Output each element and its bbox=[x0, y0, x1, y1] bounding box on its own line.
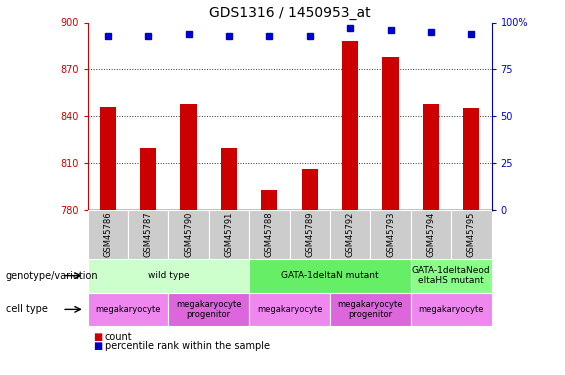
Text: GSM45794: GSM45794 bbox=[427, 211, 436, 257]
Bar bbox=[463, 108, 480, 210]
Text: GSM45786: GSM45786 bbox=[103, 211, 112, 257]
Bar bbox=[221, 147, 237, 210]
Bar bbox=[168, 210, 209, 259]
Bar bbox=[371, 210, 411, 259]
Bar bbox=[88, 259, 249, 292]
Text: GATA-1deltaN mutant: GATA-1deltaN mutant bbox=[281, 271, 379, 280]
Bar bbox=[249, 210, 289, 259]
Bar bbox=[411, 292, 492, 326]
Bar bbox=[249, 259, 411, 292]
Text: ■: ■ bbox=[93, 332, 102, 342]
Text: GSM45793: GSM45793 bbox=[386, 211, 395, 257]
Bar bbox=[411, 259, 492, 292]
Bar bbox=[209, 210, 249, 259]
Text: GSM45787: GSM45787 bbox=[144, 211, 153, 257]
Text: percentile rank within the sample: percentile rank within the sample bbox=[105, 341, 270, 351]
Text: GSM45791: GSM45791 bbox=[224, 211, 233, 257]
Text: count: count bbox=[105, 332, 132, 342]
Text: GSM45789: GSM45789 bbox=[305, 211, 314, 257]
Bar bbox=[128, 210, 168, 259]
Text: GSM45792: GSM45792 bbox=[346, 211, 355, 257]
Text: ■: ■ bbox=[93, 341, 102, 351]
Text: megakaryocyte: megakaryocyte bbox=[257, 305, 322, 314]
Text: GATA-1deltaNeod
eltaHS mutant: GATA-1deltaNeod eltaHS mutant bbox=[412, 266, 490, 285]
Text: megakaryocyte
progenitor: megakaryocyte progenitor bbox=[338, 300, 403, 319]
Text: GSM45795: GSM45795 bbox=[467, 211, 476, 257]
Text: genotype/variation: genotype/variation bbox=[6, 271, 98, 280]
Bar bbox=[261, 190, 277, 210]
Bar bbox=[423, 104, 439, 210]
Bar bbox=[249, 292, 330, 326]
Bar bbox=[342, 41, 358, 210]
Bar bbox=[168, 292, 249, 326]
Bar bbox=[290, 210, 330, 259]
Bar bbox=[411, 210, 451, 259]
Text: GSM45788: GSM45788 bbox=[265, 211, 274, 257]
Text: cell type: cell type bbox=[6, 304, 47, 314]
Bar bbox=[330, 210, 371, 259]
Bar bbox=[88, 210, 128, 259]
Text: megakaryocyte
progenitor: megakaryocyte progenitor bbox=[176, 300, 241, 319]
Bar bbox=[140, 147, 157, 210]
Bar bbox=[383, 57, 399, 210]
Bar bbox=[302, 170, 318, 210]
Bar bbox=[88, 292, 168, 326]
Title: GDS1316 / 1450953_at: GDS1316 / 1450953_at bbox=[208, 6, 371, 20]
Bar bbox=[330, 292, 411, 326]
Text: wild type: wild type bbox=[147, 271, 189, 280]
Bar bbox=[180, 104, 197, 210]
Bar bbox=[99, 107, 116, 210]
Text: megakaryocyte: megakaryocyte bbox=[419, 305, 484, 314]
Bar bbox=[451, 210, 492, 259]
Text: GSM45790: GSM45790 bbox=[184, 211, 193, 257]
Text: megakaryocyte: megakaryocyte bbox=[95, 305, 160, 314]
